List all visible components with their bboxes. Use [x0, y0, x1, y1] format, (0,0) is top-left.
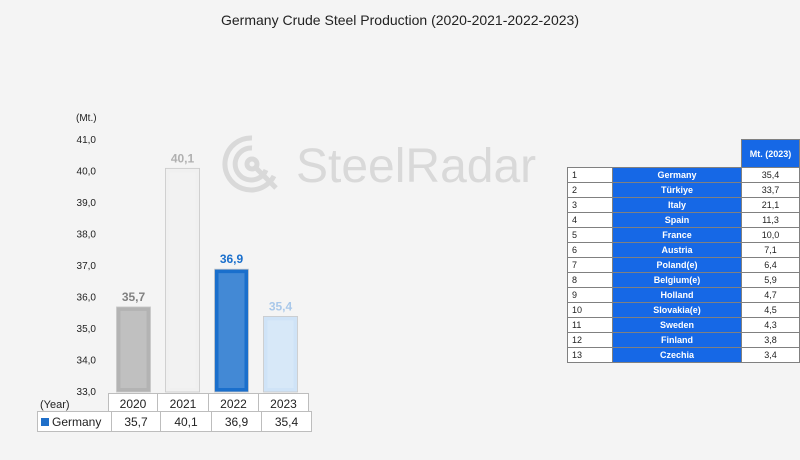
ranking-row: 2 Türkiye 33,7 — [567, 182, 800, 198]
ranking-country: Italy — [612, 197, 742, 213]
ranking-rank: 7 — [567, 257, 613, 273]
ranking-rank: 6 — [567, 242, 613, 258]
watermark-text: SteelRadar — [296, 140, 536, 193]
ranking-row: 5 France 10,0 — [567, 227, 800, 243]
ranking-country: Sweden — [612, 317, 742, 333]
y-tick-label: 41,0 — [77, 135, 97, 146]
ranking-rank: 9 — [567, 287, 613, 303]
ranking-rank: 10 — [567, 302, 613, 318]
y-tick-label: 33,0 — [77, 387, 97, 398]
ranking-country: Austria — [612, 242, 742, 258]
ranking-rank: 1 — [567, 167, 613, 183]
data-table-value: 35,4 — [261, 411, 312, 432]
data-label-2023: 35,4 — [269, 299, 293, 313]
data-table-value: 36,9 — [211, 411, 262, 432]
ranking-row: 8 Belgium(e) 5,9 — [567, 272, 800, 288]
ranking-country: Germany — [612, 167, 742, 183]
ranking-value: 35,4 — [741, 167, 800, 183]
ranking-row: 11 Sweden 4,3 — [567, 317, 800, 333]
y-unit-label: (Mt.) — [76, 113, 97, 124]
ranking-rank: 3 — [567, 197, 613, 213]
ranking-value: 4,5 — [741, 302, 800, 318]
ranking-country: Holland — [612, 287, 742, 303]
ranking-row: 7 Poland(e) 6,4 — [567, 257, 800, 273]
ranking-rank: 13 — [567, 347, 613, 363]
ranking-country: Slovakia(e) — [612, 302, 742, 318]
ranking-rank: 8 — [567, 272, 613, 288]
bar-2020 — [116, 306, 151, 393]
ranking-country: France — [612, 227, 742, 243]
bar-highlight-2023 — [267, 320, 294, 388]
data-label-2022: 36,9 — [220, 252, 244, 266]
legend-swatch-icon — [41, 418, 49, 427]
data-table-years: 2020 2021 2022 2023 — [108, 393, 309, 414]
ranking-value: 11,3 — [741, 212, 800, 228]
steelradar-logo-icon — [222, 135, 278, 193]
ranking-value: 33,7 — [741, 182, 800, 198]
y-tick-label: 38,0 — [77, 230, 97, 241]
ranking-value: 7,1 — [741, 242, 800, 258]
ranking-row: 9 Holland 4,7 — [567, 287, 800, 303]
ranking-row: 6 Austria 7,1 — [567, 242, 800, 258]
bar-2021 — [165, 167, 200, 393]
ranking-country: Czechia — [612, 347, 742, 363]
data-table-year: 2022 — [208, 393, 259, 414]
data-table-values: Germany 35,7 40,1 36,9 35,4 — [37, 411, 312, 432]
ranking-value: 3,4 — [741, 347, 800, 363]
ranking-value: 4,3 — [741, 317, 800, 333]
ranking-country: Poland(e) — [612, 257, 742, 273]
ranking-row: 12 Finland 3,8 — [567, 332, 800, 348]
ranking-header: Mt. (2023) — [741, 139, 800, 168]
y-axis-ticks: 41,0 40,0 39,0 38,0 37,0 36,0 35,0 34,0 33,0 — [77, 135, 97, 398]
ranking-value: 5,9 — [741, 272, 800, 288]
ranking-value: 21,1 — [741, 197, 800, 213]
data-label-2021: 40,1 — [171, 151, 195, 165]
data-table-year-label: (Year) — [40, 399, 70, 411]
data-table-value: 35,7 — [111, 411, 161, 432]
ranking-row: 10 Slovakia(e) 4,5 — [567, 302, 800, 318]
ranking-value: 6,4 — [741, 257, 800, 273]
ranking-country: Türkiye — [612, 182, 742, 198]
data-table-year: 2023 — [258, 393, 309, 414]
ranking-rank: 11 — [567, 317, 613, 333]
ranking-row: 3 Italy 21,1 — [567, 197, 800, 213]
ranking-rank: 12 — [567, 332, 613, 348]
bar-highlight-2020 — [120, 310, 147, 388]
ranking-value: 10,0 — [741, 227, 800, 243]
ranking-rank: 5 — [567, 227, 613, 243]
bar-series-germany: 35,7 40,1 36,9 35,4 — [116, 151, 298, 393]
ranking-country: Belgium(e) — [612, 272, 742, 288]
bar-highlight-2022 — [218, 273, 245, 388]
ranking-row: 13 Czechia 3,4 — [567, 347, 800, 363]
ranking-row: 1 Germany 35,4 — [567, 167, 800, 183]
ranking-value: 4,7 — [741, 287, 800, 303]
y-tick-label: 36,0 — [77, 293, 97, 304]
bar-highlight-2021 — [169, 172, 196, 388]
steelradar-watermark: SteelRadar — [222, 135, 536, 193]
ranking-rank: 4 — [567, 212, 613, 228]
ranking-table: Mt. (2023) 1 Germany 35,4 2 Türkiye 33,7 3 It… — [567, 139, 800, 363]
data-label-2020: 35,7 — [122, 290, 146, 304]
ranking-header-row: Mt. (2023) — [568, 139, 800, 168]
y-tick-label: 40,0 — [77, 167, 97, 178]
data-table-series-cell: Germany — [37, 411, 112, 432]
y-tick-label: 37,0 — [77, 261, 97, 272]
ranking-country: Finland — [612, 332, 742, 348]
y-tick-label: 35,0 — [77, 324, 97, 335]
bar-2023 — [263, 315, 298, 393]
y-tick-label: 39,0 — [77, 198, 97, 209]
data-table-year: 2021 — [157, 393, 209, 414]
ranking-country: Spain — [612, 212, 742, 228]
ranking-row: 4 Spain 11,3 — [567, 212, 800, 228]
data-table-series-name: Germany — [52, 414, 102, 429]
y-tick-label: 34,0 — [77, 356, 97, 367]
bar-2022 — [214, 268, 249, 393]
ranking-value: 3,8 — [741, 332, 800, 348]
ranking-rank: 2 — [567, 182, 613, 198]
chart-title: Germany Crude Steel Production (2020-202… — [221, 12, 579, 28]
data-table-value: 40,1 — [160, 411, 212, 432]
